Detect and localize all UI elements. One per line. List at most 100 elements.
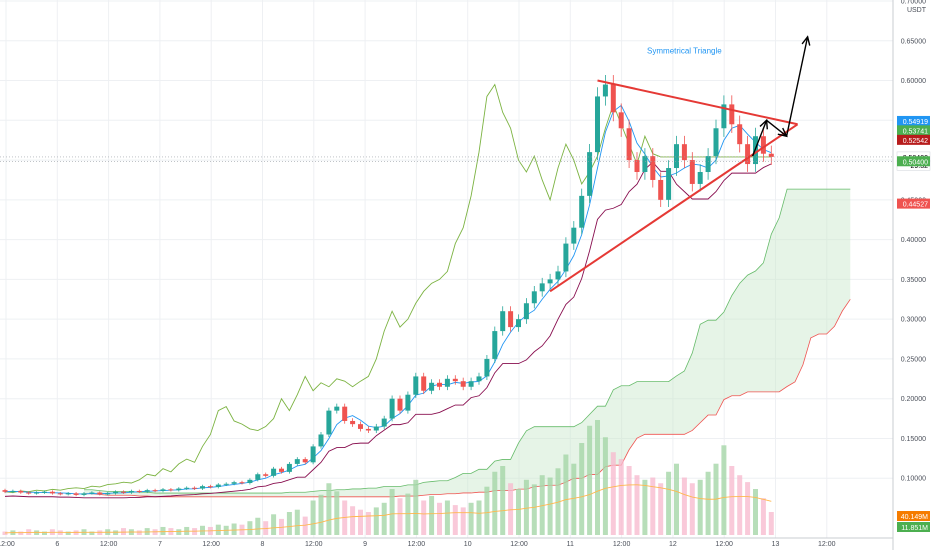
volume-bar [595,420,600,535]
candle-body [745,144,751,165]
candle-body [618,112,624,129]
candle-body [73,493,79,495]
candle-body [223,483,229,485]
lagging-span-line [4,83,772,494]
candle-body [334,406,340,411]
x-tick-label: 6 [55,541,59,548]
chart-grid [0,0,893,538]
volume-bar [452,505,458,535]
volume-bar [476,500,482,535]
volume-bar [42,531,47,535]
volume-bar [2,531,8,535]
volume-bar [753,489,758,535]
candle-body [760,136,766,154]
candle-body [571,227,577,244]
volume-bar [444,500,450,535]
volume-bar [658,483,664,535]
volume-bar [176,529,182,535]
volume-bar [310,500,316,535]
price-badge-label: 0.50400 [903,159,928,166]
volume-bar [405,493,411,535]
price-badge-label: 0.44527 [903,202,928,209]
volume-bar [460,507,466,535]
candle-body [650,156,656,180]
candle-body [144,490,150,492]
candle-body [658,179,664,200]
volume-badge-bg [897,522,930,532]
volume-bar [247,521,253,535]
candle-body [397,398,403,411]
candle-body [121,491,126,493]
volume-bar [350,506,356,535]
volume-bar [484,486,490,535]
price-badge-bg [897,134,930,145]
cloud-span-b [84,299,851,498]
x-tick-label: 12:00 [613,541,631,548]
volume-bar [468,502,474,535]
price-badge-label: 29:32 [910,163,928,170]
candle-body [666,168,672,200]
candle-body [476,376,482,382]
candle-body [595,96,600,153]
candle-body [160,489,166,491]
price-badge: 0.44527 [897,198,930,209]
volume-bar [113,530,119,535]
triangle-upper-trendline [597,79,798,126]
candle-body [492,331,498,359]
ichimoku-cloud [84,188,851,498]
y-tick-label: 0.10000 [901,476,926,483]
volume-bar [626,466,632,535]
candle-body [365,428,371,431]
volume-bar [563,454,569,535]
volume-bar [231,523,237,535]
x-tick-label: 12:00 [305,541,323,548]
volume-bars [2,420,774,535]
candle-body [113,491,119,494]
volume-bar [618,459,624,535]
candle-body [342,406,348,421]
candle-body [128,490,134,493]
volume-bar [721,445,727,535]
volume-bar [610,452,616,535]
candle-body [89,492,95,494]
volume-badge-label: 11.851M [901,525,928,532]
candle-body [97,492,103,495]
volume-bar [689,483,695,535]
drawing-tools[interactable]: Symmetrical Triangle [549,35,811,293]
volume-bar [745,482,751,535]
candle-body [81,493,87,495]
projection-arrow-breakout [785,35,811,137]
volume-bar [768,512,774,535]
candle-body [200,486,205,489]
candle-body [705,156,711,173]
candle-body [516,319,521,328]
candle-body [729,104,735,125]
volume-badge-bg [897,511,930,521]
candle-body [681,144,687,161]
candle-body [18,490,24,493]
volume-bar [539,475,545,535]
volume-bar [508,483,514,535]
volume-bar [397,498,403,535]
candle-body [539,283,545,292]
candle-body [215,484,221,487]
volume-bar [697,479,703,535]
price-badge: 0.54919 [897,115,930,126]
arrow-shaft [766,119,788,137]
volume-bar [437,502,442,535]
cloud-fill [84,189,851,497]
volume-bar [516,489,521,535]
candle-body [563,243,569,272]
price-badge-bg [897,125,930,136]
candle-body [587,152,593,196]
candle-body [713,128,719,157]
candle-body [358,424,363,429]
candle-body [65,493,71,495]
volume-bar [200,525,205,535]
price-axis[interactable]: 0.700000.650000.600000.550000.500000.450… [892,0,927,550]
x-tick-label: 12:00 [715,541,733,548]
volume-bar [318,494,324,535]
candle-body [642,156,648,173]
time-axis[interactable]: 12:00 6 12:00 7 12:00 8 12:00 9 12:00 10 12:00 11 12… [0,537,893,548]
